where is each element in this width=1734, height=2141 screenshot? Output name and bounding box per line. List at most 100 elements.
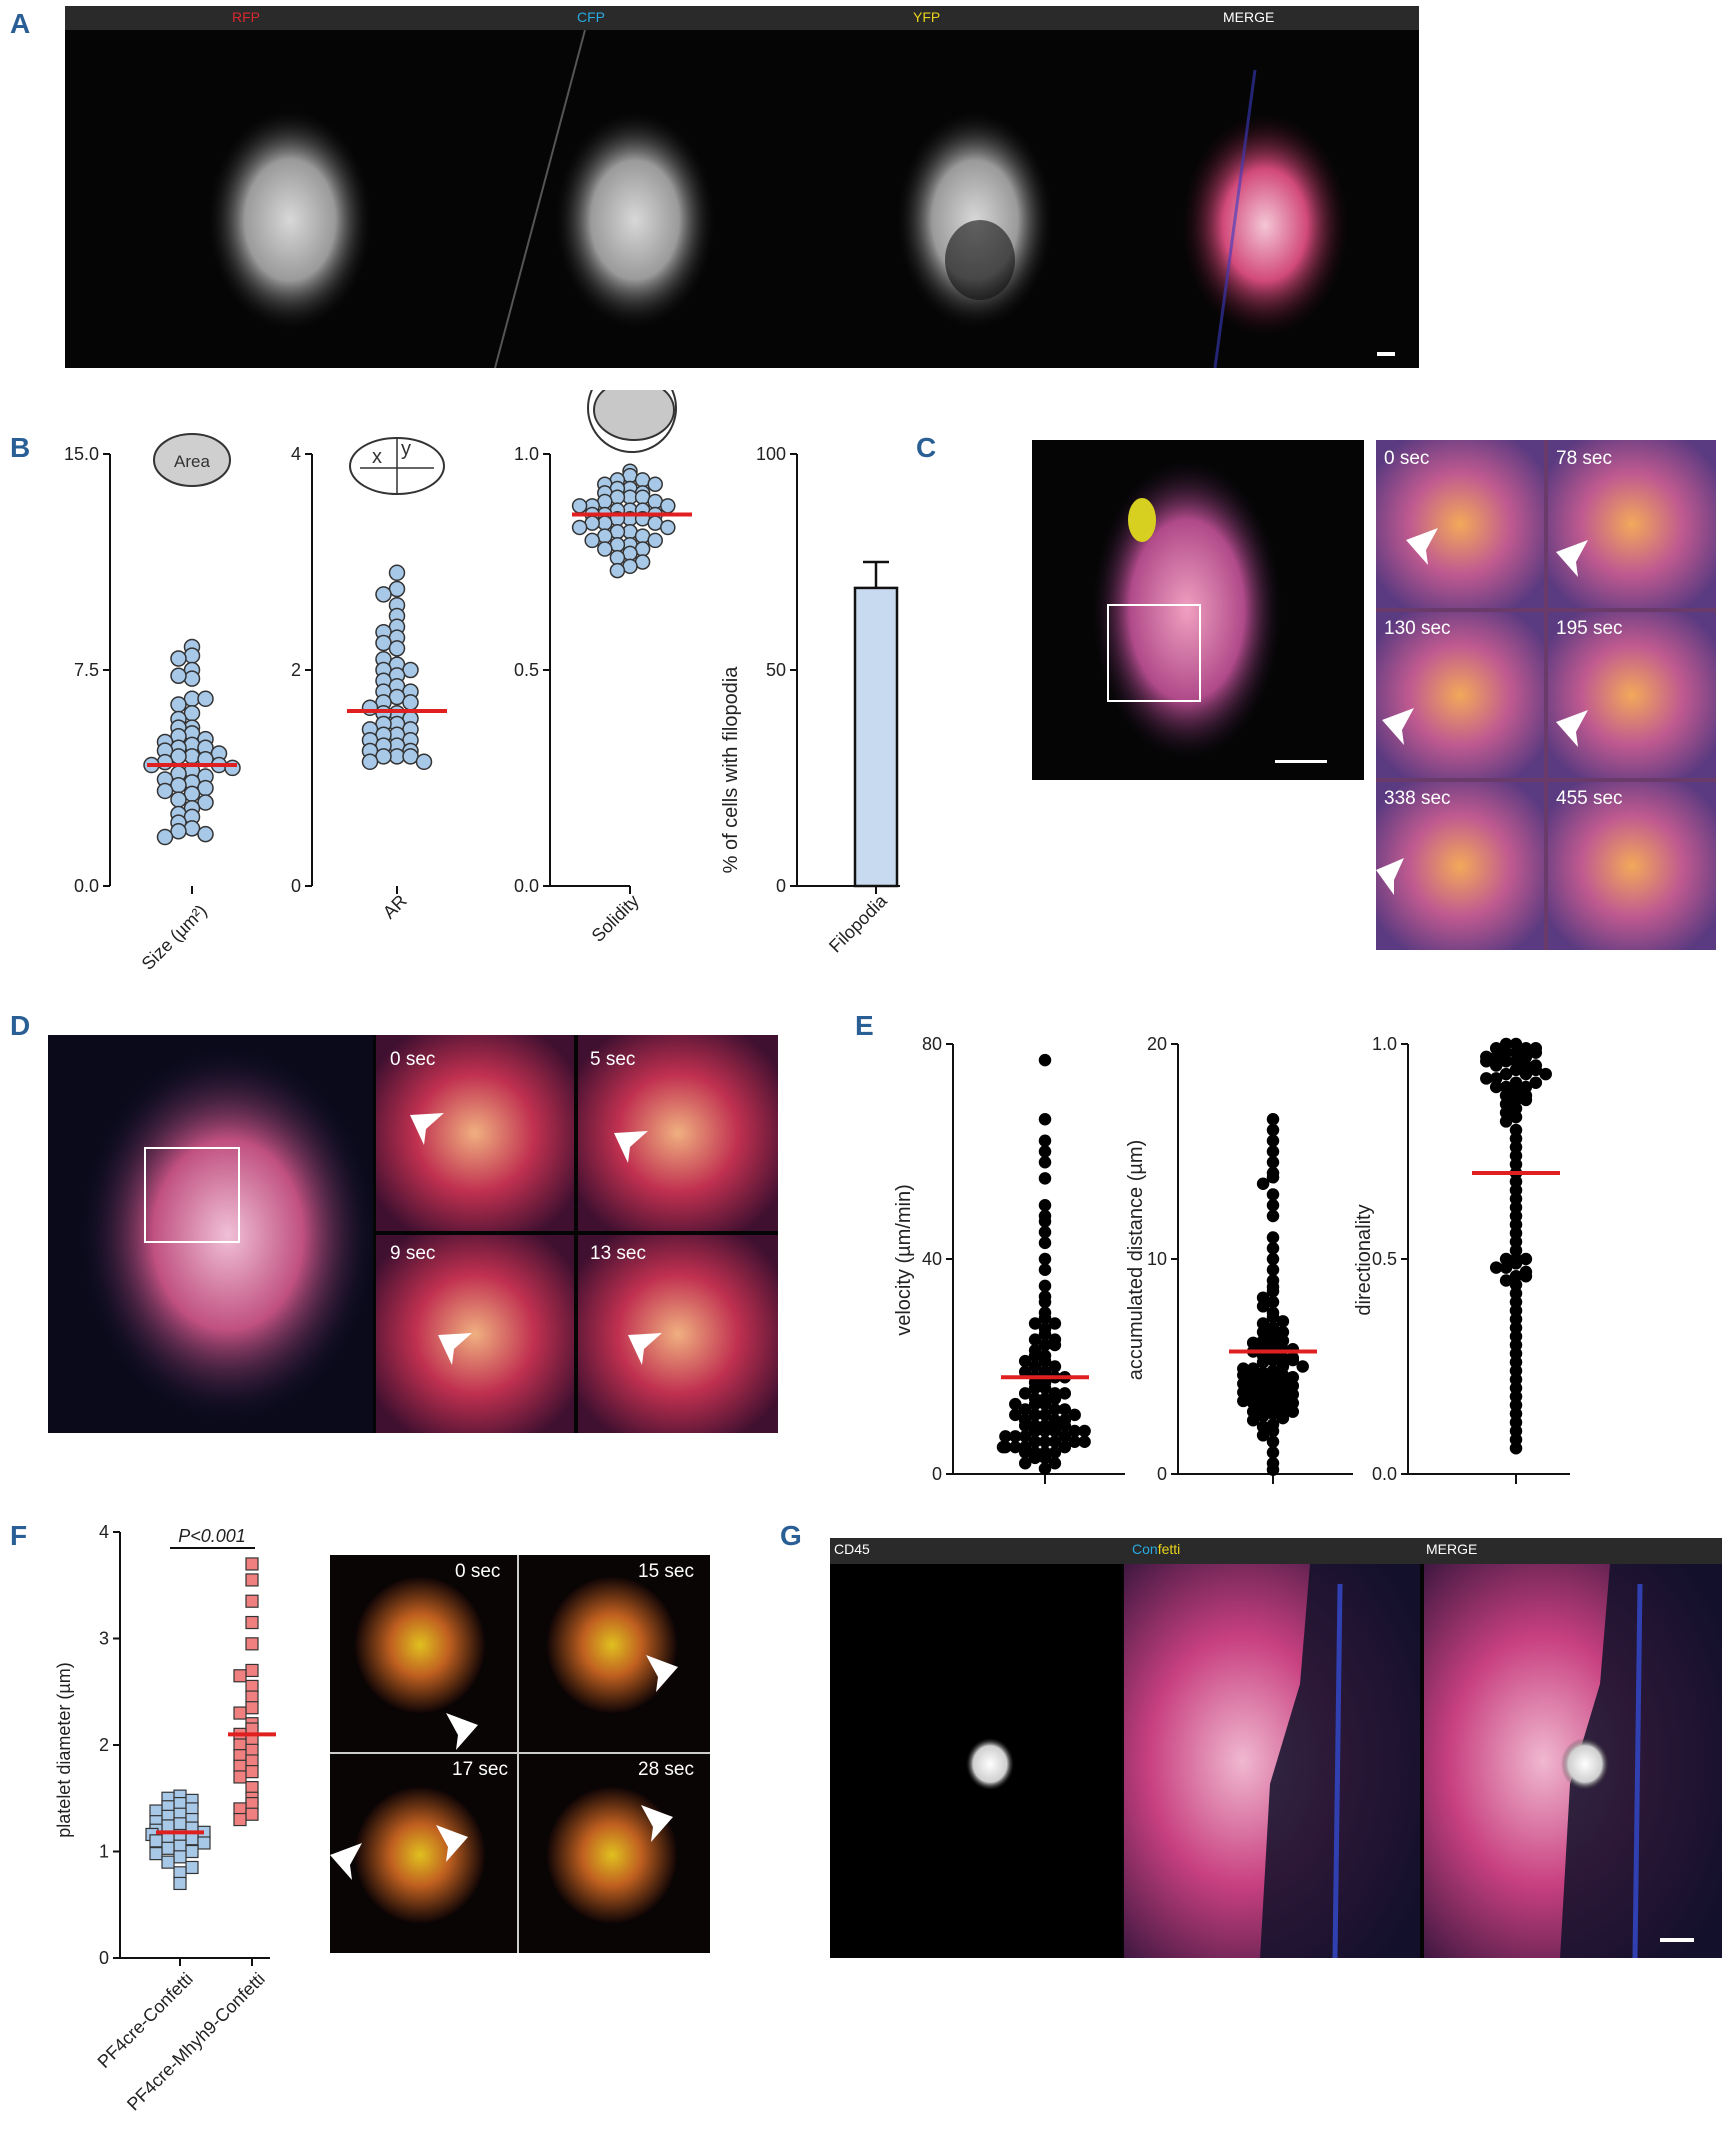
data-point	[1266, 1242, 1280, 1255]
data-point	[197, 779, 214, 797]
data-point	[245, 1663, 259, 1678]
data-point	[1028, 1317, 1042, 1330]
data-point	[245, 1557, 259, 1571]
arrowhead-icon	[1376, 858, 1404, 895]
panel-c-overview	[1032, 440, 1364, 780]
data-point	[660, 519, 676, 536]
timestamp: 9 sec	[390, 1243, 436, 1264]
rfp-channel-cell	[208, 110, 372, 330]
cfp-channel-cell	[494, 30, 715, 368]
y-tick-label: 1.0	[514, 444, 539, 464]
data-point	[1256, 1429, 1270, 1442]
data-point	[1018, 1387, 1032, 1400]
data-point	[1009, 1397, 1022, 1411]
data-point	[1519, 1269, 1533, 1283]
data-point	[1038, 1172, 1052, 1185]
data-point	[597, 541, 613, 557]
data-point	[1266, 1353, 1280, 1367]
data-point	[245, 1701, 259, 1715]
ar-icon-x: x	[372, 446, 382, 468]
data-point	[1266, 1435, 1280, 1448]
data-point	[1038, 1113, 1052, 1126]
data-point	[1286, 1351, 1300, 1365]
channel-label-yfp: YFP	[913, 9, 941, 25]
data-point	[1276, 1334, 1290, 1347]
data-point	[1480, 1054, 1493, 1068]
data-point	[1266, 1209, 1280, 1223]
timestamp: 13 sec	[590, 1243, 646, 1264]
x-axis-label-size: Size (µm²)	[138, 901, 211, 974]
data-point	[1048, 1338, 1062, 1352]
data-point	[173, 1876, 187, 1891]
data-point	[1237, 1394, 1250, 1408]
data-point	[361, 699, 379, 717]
plot-ar: x y 0 2 4 AR	[291, 437, 447, 923]
data-point	[1058, 1440, 1072, 1454]
panel-g-micrographs	[830, 1564, 1722, 1958]
x-axis-label-group: PF4cre-Mhyh9-Confetti	[123, 1969, 269, 2115]
arrowhead-icon	[1556, 540, 1588, 577]
y-axis-label: platelet diameter (µm)	[54, 1662, 74, 1837]
plot-directionality: 0.0 0.5 1.0 directionality	[1353, 1034, 1570, 1484]
channel-label-confetti: Confetti	[1132, 1541, 1180, 1557]
data-point	[402, 661, 419, 679]
data-point	[185, 1860, 199, 1875]
data-point	[571, 519, 588, 536]
channel-label-merge: MERGE	[1223, 9, 1275, 25]
data-point	[1266, 1263, 1280, 1276]
data-point	[1038, 1252, 1052, 1266]
merge-cd45-cell	[1561, 1738, 1609, 1790]
data-point	[183, 704, 201, 722]
y-tick-label: 3	[99, 1629, 109, 1649]
data-point	[1028, 1349, 1042, 1362]
plot-platelet-diameter: 01234PF4cre-ConfettiPF4cre-Mhyh9-Confett…	[54, 1522, 276, 2114]
data-point	[183, 785, 201, 803]
y-tick-label: 0	[291, 876, 301, 896]
data-point	[1286, 1405, 1300, 1418]
data-point	[1048, 1317, 1062, 1330]
panel-letter-d: D	[10, 1010, 31, 1041]
panel-f-chart: 01234PF4cre-ConfettiPF4cre-Mhyh9-Confett…	[54, 1522, 276, 2114]
scale-bar	[1660, 1938, 1694, 1942]
x-axis-label-solidity: Solidity	[588, 891, 643, 946]
data-point	[1256, 1300, 1270, 1313]
data-point	[1038, 1199, 1052, 1212]
data-point	[1296, 1360, 1309, 1373]
data-point	[388, 564, 406, 582]
y-tick-label: 0	[1157, 1464, 1167, 1484]
data-point	[1539, 1067, 1552, 1081]
data-point	[1266, 1188, 1280, 1201]
timestamp: 28 sec	[638, 1759, 694, 1780]
data-point	[170, 696, 187, 713]
data-point	[1266, 1113, 1280, 1126]
data-point	[1048, 1457, 1062, 1470]
data-point	[1499, 1115, 1513, 1128]
area-icon-label: Area	[174, 452, 210, 471]
arrowhead-icon	[646, 1655, 678, 1692]
data-point	[1266, 1463, 1280, 1476]
y-tick-label: 4	[291, 444, 301, 464]
ar-icon-y: y	[401, 438, 411, 460]
data-point	[156, 753, 174, 771]
data-point	[1509, 1441, 1523, 1455]
plot-solidity: 0.0 0.5 1.0 Solidity	[514, 390, 692, 946]
y-axis-label: velocity (µm/min)	[893, 1184, 915, 1336]
timestamp: 15 sec	[638, 1561, 694, 1582]
data-point	[609, 562, 626, 579]
y-tick-label: 4	[99, 1522, 109, 1542]
data-point	[402, 748, 419, 765]
timestamp: 130 sec	[1384, 618, 1451, 639]
data-point	[1529, 1042, 1543, 1055]
channel-label-rfp: RFP	[232, 9, 260, 25]
y-tick-label: 50	[766, 660, 786, 680]
panel-a-image	[208, 30, 1395, 368]
data-point	[1038, 1134, 1052, 1147]
y-tick-label: 2	[99, 1735, 109, 1755]
data-point	[361, 753, 379, 771]
x-axis-label-ar: AR	[379, 891, 411, 923]
plot-filopodia: 0 50 100 Filopodia % of cells with filopodia	[720, 444, 900, 956]
data-point	[1266, 1231, 1280, 1244]
plot-velocity: 0 40 80 velocity (µm/min)	[893, 1034, 1125, 1484]
y-tick-label: 0	[99, 1948, 109, 1968]
data-point	[170, 748, 187, 765]
